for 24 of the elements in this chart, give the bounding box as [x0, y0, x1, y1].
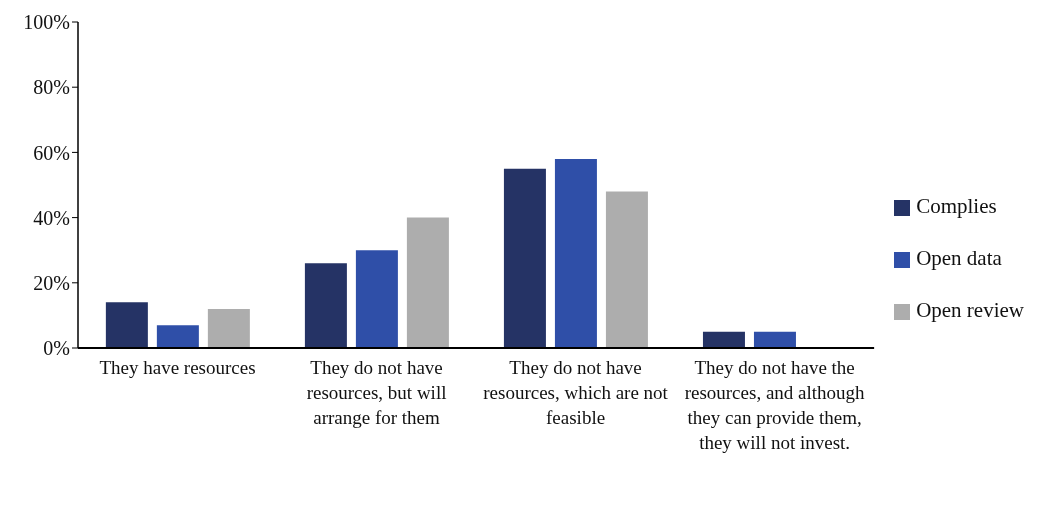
y-tick-label: 40% — [33, 206, 70, 229]
bar — [406, 217, 449, 348]
bar — [207, 308, 250, 348]
x-tick-label: They do not have resources, but will arrange for them — [306, 357, 447, 428]
x-tick-label: They have resources — [99, 357, 256, 378]
y-tick-label: 80% — [33, 76, 70, 99]
bar — [355, 250, 398, 348]
x-tick-label: They do not have the resources, and although they can provide them, they will not invest. — [684, 357, 866, 453]
y-tick-label: 100% — [23, 11, 70, 34]
bar — [702, 331, 745, 348]
bar — [753, 331, 796, 348]
bar — [105, 302, 148, 348]
bar — [503, 168, 546, 348]
y-tick-label: 0% — [43, 337, 70, 360]
y-tick-label: 60% — [33, 141, 70, 164]
bar — [554, 158, 597, 348]
legend-label: Open data — [916, 246, 1002, 270]
bar — [304, 263, 347, 348]
legend-label: Complies — [916, 194, 997, 218]
legend-label: Open review — [916, 298, 1024, 322]
bar — [156, 325, 199, 348]
y-tick-label: 20% — [33, 271, 70, 294]
x-tick-label: They do not have resources, which are not feasible — [483, 357, 669, 428]
bar — [605, 191, 648, 348]
